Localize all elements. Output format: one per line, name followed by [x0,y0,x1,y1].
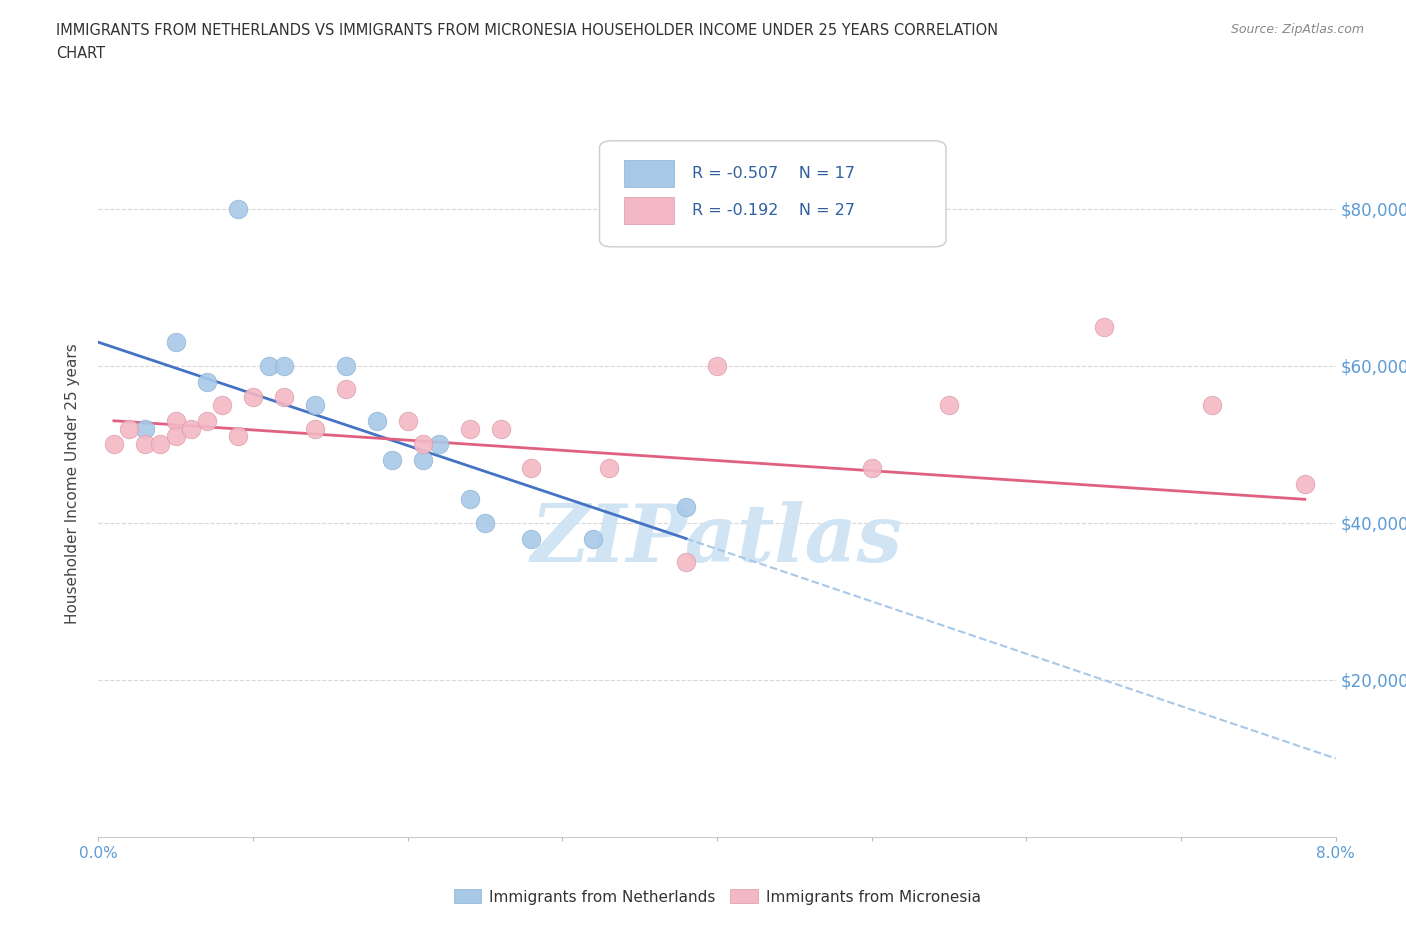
Point [675,499,697,514]
Text: Source: ZipAtlas.com: Source: ZipAtlas.com [1230,23,1364,36]
Point [675,554,697,569]
Point [520,531,543,546]
Point [257,358,280,373]
Point [273,358,295,373]
Point [118,421,141,436]
Point [458,421,481,436]
Point [226,201,249,216]
Point [335,358,357,373]
Text: CHART: CHART [56,46,105,61]
Point [165,429,187,444]
Point [938,398,960,413]
Point [226,429,249,444]
Point [381,453,404,468]
Point [335,382,357,397]
Text: R = -0.507    N = 17: R = -0.507 N = 17 [692,166,855,180]
Point [273,390,295,405]
Y-axis label: Householder Income Under 25 years: Householder Income Under 25 years [65,343,80,624]
Point [304,398,326,413]
Point [520,460,543,475]
Legend: Immigrants from Netherlands, Immigrants from Micronesia: Immigrants from Netherlands, Immigrants … [447,884,987,910]
Point [165,413,187,428]
Point [242,390,264,405]
Point [598,460,620,475]
Point [1201,398,1223,413]
Point [474,515,496,530]
Point [706,358,728,373]
Point [1294,476,1316,491]
Text: ZIPatlas: ZIPatlas [531,501,903,578]
Point [103,437,125,452]
Point [412,437,434,452]
Bar [624,197,673,224]
Point [489,421,512,436]
Point [427,437,450,452]
Point [582,531,605,546]
Text: R = -0.192    N = 27: R = -0.192 N = 27 [692,204,855,219]
Point [412,453,434,468]
Point [366,413,388,428]
Point [458,492,481,507]
Point [195,374,218,389]
Point [304,421,326,436]
Point [195,413,218,428]
Point [860,460,883,475]
Point [134,437,156,452]
Point [396,413,419,428]
Point [134,421,156,436]
Point [180,421,202,436]
FancyBboxPatch shape [599,140,946,246]
Point [211,398,233,413]
Bar [624,160,673,187]
Point [1092,319,1115,334]
Point [165,335,187,350]
Point [149,437,172,452]
Text: IMMIGRANTS FROM NETHERLANDS VS IMMIGRANTS FROM MICRONESIA HOUSEHOLDER INCOME UND: IMMIGRANTS FROM NETHERLANDS VS IMMIGRANT… [56,23,998,38]
